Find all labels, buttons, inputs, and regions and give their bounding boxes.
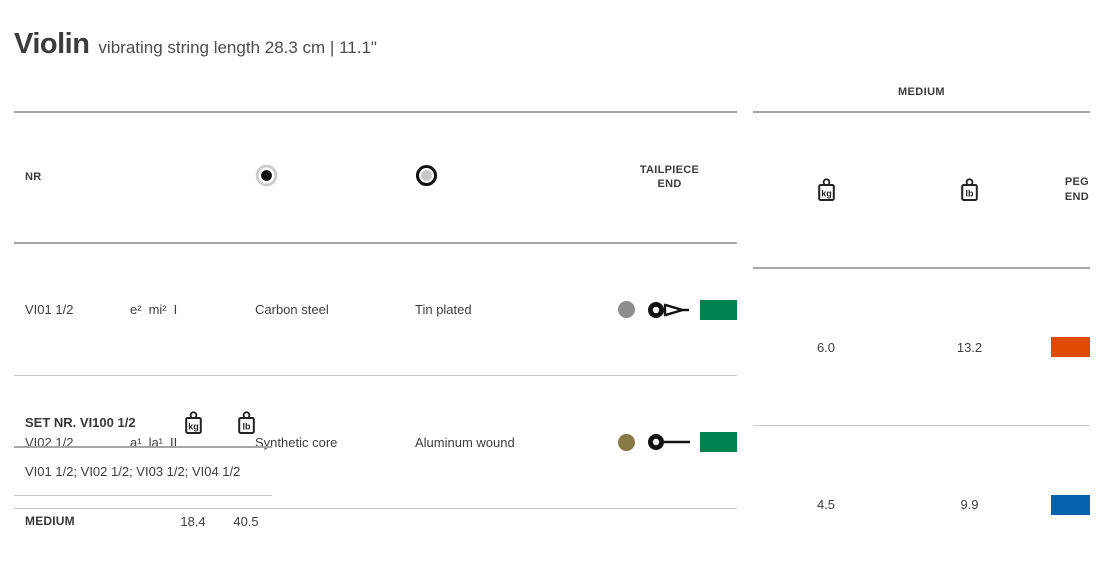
kg-weight-icon (166, 410, 220, 435)
spec-tables: NR TAILPIECE END (14, 86, 1090, 515)
set-tension-lb: 40.5 (233, 513, 259, 529)
col-header-peg-end: PEG END (1064, 176, 1089, 203)
page-header: Violin vibrating string length 28.3 cm |… (14, 28, 377, 61)
string-notes: a¹ la¹ II (130, 434, 178, 450)
tension-table: MEDIUM PEG END 6.0 13.2 4.5 9.9 4.0 (753, 86, 1090, 515)
string-nr: VI02 1/2 (25, 434, 74, 450)
page-title: Violin (14, 28, 90, 60)
set-table-header: SET NR. VI100 1/2 (14, 399, 272, 448)
set-contents-row: VI01 1/2; VI02 1/2; VI03 1/2; VI04 1/2 (14, 448, 272, 496)
core-material: Carbon steel (255, 302, 329, 318)
peg-color-swatch (1051, 337, 1090, 358)
col-header-nr: NR (25, 171, 42, 184)
set-contents: VI01 1/2; VI02 1/2; VI03 1/2; VI04 1/2 (25, 464, 241, 479)
loop-end-icon (638, 298, 700, 322)
tension-lb: 13.2 (956, 339, 983, 355)
tension-row: 6.0 13.2 (753, 269, 1090, 427)
string-spec-table: NR TAILPIECE END (14, 111, 737, 510)
ball-end-icon (638, 430, 700, 454)
lb-weight-icon (220, 410, 272, 435)
set-gauge-label: MEDIUM (25, 514, 75, 528)
gauge-group-label: MEDIUM (897, 86, 945, 98)
table-row: VI02 1/2 a¹ la¹ II Synthetic core Aluminum… (14, 376, 737, 510)
table-row: VI01 1/2 e² mi² I Carbon steel Tin plated (14, 244, 737, 377)
winding-icon (394, 164, 580, 190)
winding-material: Aluminum wound (415, 434, 515, 450)
tension-kg: 4.5 (816, 497, 836, 513)
string-notes: e² mi² I (130, 302, 178, 318)
kg-weight-icon (753, 178, 899, 202)
tension-row: 4.5 9.9 (753, 426, 1090, 561)
spec-table-header: NR TAILPIECE END (14, 111, 737, 244)
tension-lb: 9.9 (960, 497, 979, 513)
set-table: SET NR. VI100 1/2 VI01 1/2; VI02 1/2; VI… (14, 399, 272, 546)
tailpiece-color-swatch (700, 299, 737, 320)
string-color-dot (617, 301, 635, 319)
set-tension-kg: 18.4 (180, 513, 206, 529)
page-subtitle: vibrating string length 28.3 cm | 11.1" (98, 38, 377, 57)
core-material: Synthetic core (255, 434, 338, 450)
set-number-title: SET NR. VI100 1/2 (25, 415, 136, 430)
core-icon (232, 164, 394, 190)
col-header-tailpiece-end: TAILPIECE END (639, 163, 700, 191)
string-nr: VI01 1/2 (25, 302, 74, 318)
winding-material: Tin plated (415, 302, 472, 318)
set-tension-row: MEDIUM 18.4 40.5 (14, 496, 272, 546)
peg-color-swatch (1051, 494, 1090, 515)
tension-kg: 6.0 (816, 339, 836, 355)
string-color-dot (617, 433, 635, 451)
tension-table-header: PEG END (753, 111, 1090, 269)
lb-weight-icon (899, 178, 1040, 202)
tailpiece-color-swatch (700, 432, 737, 453)
